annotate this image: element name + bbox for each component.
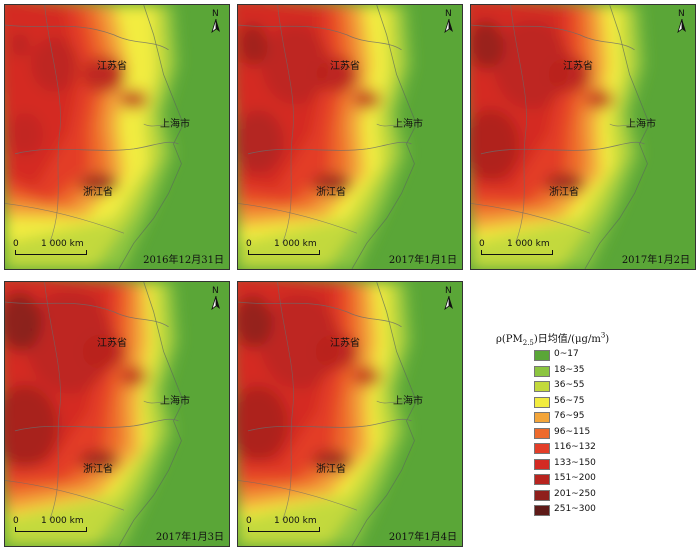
legend-swatch bbox=[534, 458, 550, 470]
label-zhejiang: 浙江省 bbox=[549, 187, 579, 198]
legend-item: 133~150 bbox=[534, 457, 694, 471]
legend-label: 133~150 bbox=[554, 457, 596, 468]
label-jiangsu: 江苏省 bbox=[97, 61, 127, 72]
legend-swatch bbox=[534, 381, 550, 392]
label-zhejiang: 浙江省 bbox=[316, 187, 346, 198]
legend-item: 0~17 bbox=[534, 349, 694, 362]
panel-date: 2017年1月3日 bbox=[155, 532, 224, 543]
north-arrow-icon: N bbox=[675, 9, 689, 33]
label-zhejiang: 浙江省 bbox=[83, 187, 113, 198]
legend-swatch bbox=[534, 489, 550, 501]
legend-label: 0~17 bbox=[554, 349, 579, 359]
label-shanghai: 上海市 bbox=[626, 119, 656, 130]
north-arrow-icon: N bbox=[209, 9, 223, 33]
panel-date: 2017年1月4日 bbox=[388, 532, 457, 543]
map-panel: 江苏省上海市浙江省 N 0 1 000 km 2017年1月3日 bbox=[4, 281, 230, 547]
map-panel: 江苏省上海市浙江省 N 0 1 000 km 2017年1月1日 bbox=[237, 4, 463, 270]
legend-label: 201~250 bbox=[554, 488, 596, 499]
north-arrow-icon: N bbox=[209, 286, 223, 310]
legend-label: 251~300 bbox=[554, 504, 596, 514]
label-jiangsu: 江苏省 bbox=[563, 61, 593, 72]
label-zhejiang: 浙江省 bbox=[316, 464, 346, 475]
legend: ρ(PM2.5)日均值/(μg/m3) 0~17 18~35 36~55 56~75 7… bbox=[496, 330, 696, 530]
legend-swatch bbox=[534, 474, 550, 485]
legend-item: 36~55 bbox=[534, 380, 694, 393]
legend-label: 116~132 bbox=[554, 442, 596, 452]
legend-label: 151~200 bbox=[554, 473, 596, 483]
legend-swatch bbox=[534, 412, 550, 423]
north-arrow-icon: N bbox=[442, 286, 456, 310]
label-shanghai: 上海市 bbox=[160, 396, 190, 407]
legend-item: 96~115 bbox=[534, 426, 694, 440]
legend-swatch bbox=[534, 443, 550, 454]
panel-date: 2016年12月31日 bbox=[143, 255, 224, 266]
legend-label: 36~55 bbox=[554, 380, 585, 390]
legend-title: ρ(PM2.5)日均值/(μg/m3) bbox=[496, 331, 610, 347]
label-zhejiang: 浙江省 bbox=[83, 464, 113, 475]
label-jiangsu: 江苏省 bbox=[97, 338, 127, 349]
legend-item: 201~250 bbox=[534, 488, 694, 502]
label-shanghai: 上海市 bbox=[160, 119, 190, 130]
map-panel: 江苏省上海市浙江省 N 0 1 000 km 2016年12月31日 bbox=[4, 4, 230, 270]
legend-swatch bbox=[534, 396, 550, 408]
legend-swatch bbox=[534, 350, 550, 361]
label-jiangsu: 江苏省 bbox=[330, 61, 360, 72]
legend-item: 56~75 bbox=[534, 395, 694, 409]
legend-label: 76~95 bbox=[554, 411, 585, 421]
legend-item: 76~95 bbox=[534, 411, 694, 424]
legend-swatch bbox=[534, 505, 550, 516]
panel-date: 2017年1月1日 bbox=[388, 255, 457, 266]
label-shanghai: 上海市 bbox=[393, 119, 423, 130]
legend-label: 96~115 bbox=[554, 426, 591, 437]
legend-item: 18~35 bbox=[534, 364, 694, 378]
legend-label: 56~75 bbox=[554, 395, 585, 406]
label-jiangsu: 江苏省 bbox=[330, 338, 360, 349]
legend-item: 116~132 bbox=[534, 442, 694, 455]
legend-swatch bbox=[534, 427, 550, 439]
panel-date: 2017年1月2日 bbox=[621, 255, 690, 266]
legend-swatch bbox=[534, 365, 550, 377]
legend-item: 151~200 bbox=[534, 473, 694, 486]
legend-item: 251~300 bbox=[534, 504, 694, 517]
north-arrow-icon: N bbox=[442, 9, 456, 33]
legend-label: 18~35 bbox=[554, 364, 585, 375]
map-panel: 江苏省上海市浙江省 N 0 1 000 km 2017年1月4日 bbox=[237, 281, 463, 547]
map-panel: 江苏省上海市浙江省 N 0 1 000 km 2017年1月2日 bbox=[470, 4, 696, 270]
label-shanghai: 上海市 bbox=[393, 396, 423, 407]
